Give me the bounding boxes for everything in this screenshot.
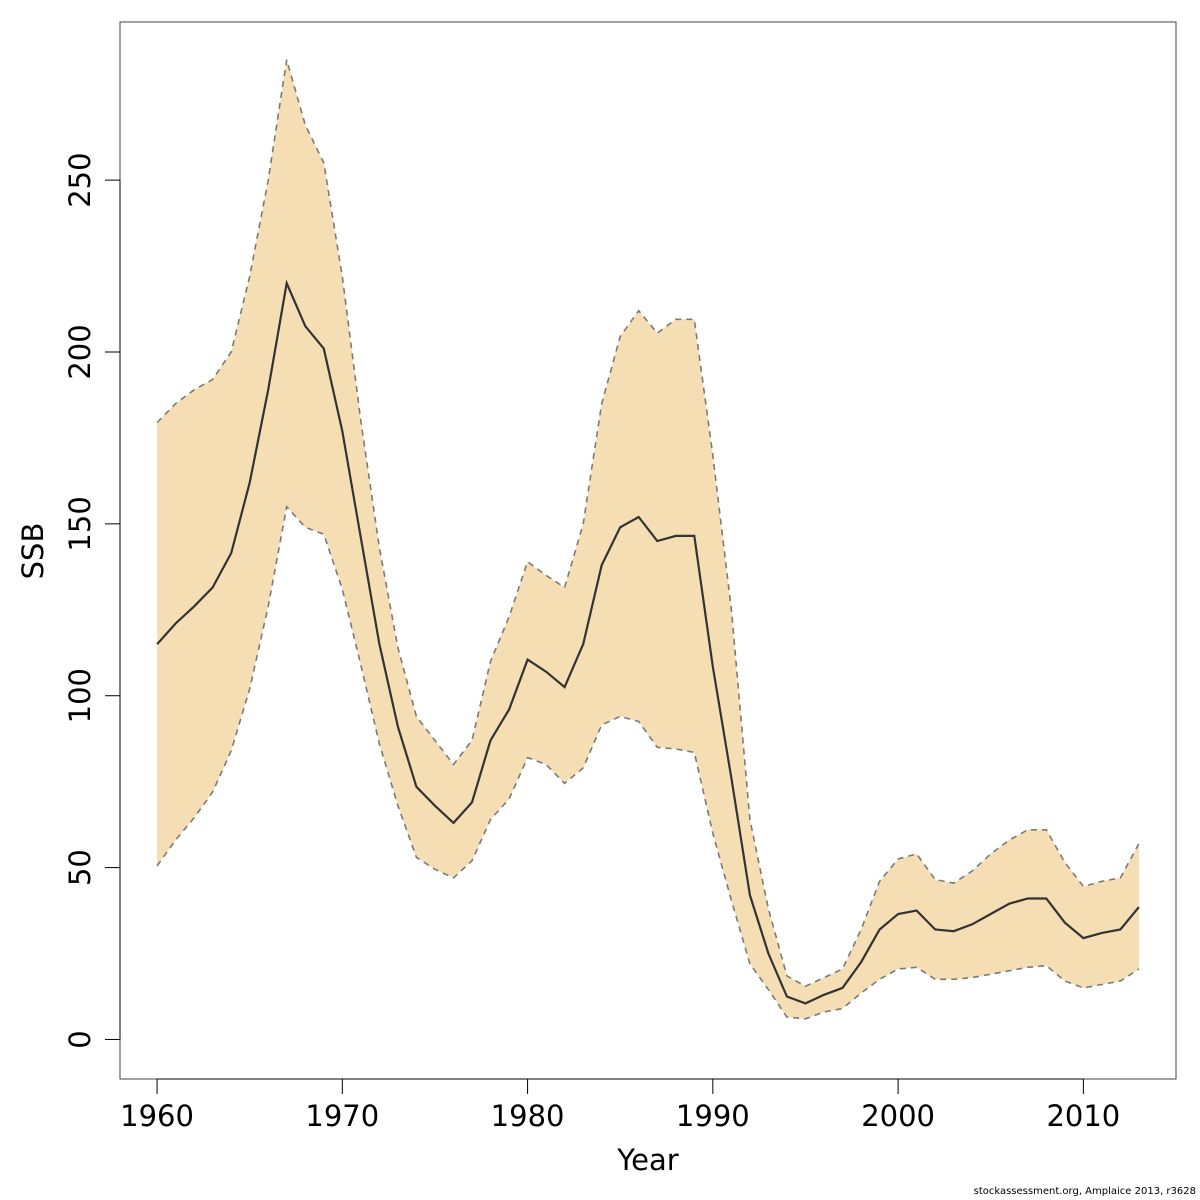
y-tick-label: 200 [63,324,97,379]
x-tick-label: 2000 [861,1099,935,1133]
confidence-band-layer [157,59,1139,1019]
y-tick-label: 100 [63,668,97,723]
x-tick-label: 1970 [305,1099,379,1133]
confidence-band [157,59,1139,1019]
y-axis-label: SSB [16,523,50,580]
x-tick-label: 1980 [491,1099,565,1133]
x-tick-label: 1990 [676,1099,750,1133]
ssb-estimate-line [156,279,1140,1005]
y-tick-label: 250 [63,152,97,207]
x-axis-label: Year [616,1143,678,1177]
y-tick-label: 50 [63,849,97,886]
y-tick-label: 150 [63,496,97,551]
credit-text: stockassessment.org, Amplaice 2013, r362… [973,1186,1196,1197]
x-tick-label: 1960 [120,1099,194,1133]
lower-bound-line [156,504,1140,1020]
y-tick-label: 0 [63,1030,97,1048]
y-axis: 0 50 100 150 200 250 [63,152,121,1049]
x-tick-label: 2010 [1046,1099,1120,1133]
series-lines-layer [156,59,1140,1020]
x-axis: 1960 1970 1980 1990 2000 2010 [120,1078,1120,1133]
